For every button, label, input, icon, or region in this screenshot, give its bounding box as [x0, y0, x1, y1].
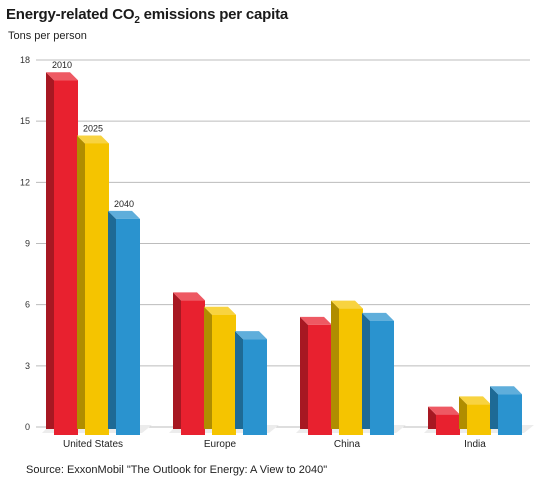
series-data-label: 2010 [52, 60, 72, 70]
bar-2025 [467, 404, 491, 435]
y-tick-label: 6 [25, 300, 30, 310]
bar-top-2010 [428, 406, 460, 415]
bar-2025 [212, 314, 236, 435]
bar-side-2010 [428, 406, 436, 429]
y-tick-label: 3 [25, 361, 30, 371]
y-axis-label: Tons per person [8, 30, 87, 42]
x-category-label: China [334, 439, 361, 450]
bar-top-2040 [490, 386, 522, 395]
bar-2010 [436, 414, 460, 435]
bar-2010 [54, 80, 78, 435]
bar-side-2040 [235, 331, 243, 429]
y-tick-label: 12 [20, 177, 30, 187]
bar-2040 [498, 394, 522, 435]
x-category-label: Europe [204, 439, 237, 450]
bar-side-2040 [108, 210, 116, 429]
bar-top-2025 [331, 300, 363, 309]
bar-top-2025 [77, 135, 109, 144]
series-data-label: 2025 [83, 123, 103, 133]
bar-side-2040 [362, 312, 370, 429]
bar-side-2025 [204, 306, 212, 429]
bar-side-2040 [490, 386, 498, 429]
bar-side-2025 [459, 396, 467, 429]
bar-2040 [370, 320, 394, 435]
bar-side-2025 [331, 300, 339, 429]
bar-top-2025 [204, 306, 236, 315]
bar-2040 [116, 218, 140, 435]
y-tick-label: 0 [25, 422, 30, 432]
source-note: Source: ExxonMobil "The Outlook for Ener… [26, 464, 328, 476]
series-data-label: 2040 [114, 199, 134, 209]
chart-title: Energy-related CO2 emissions per capita [6, 6, 289, 26]
bar-top-2040 [108, 210, 140, 219]
bar-top-2040 [235, 331, 267, 340]
y-tick-label: 18 [20, 55, 30, 65]
y-tick-label: 9 [25, 239, 30, 249]
bar-side-2025 [77, 135, 85, 429]
bar-top-2010 [300, 316, 332, 325]
bar-2025 [339, 308, 363, 435]
bar-side-2010 [300, 316, 308, 429]
bar-top-2010 [173, 292, 205, 301]
bar-side-2010 [173, 292, 181, 429]
bar-2010 [308, 324, 332, 435]
bar-2010 [181, 300, 205, 435]
bar-top-2025 [459, 396, 491, 405]
x-category-label: United States [63, 439, 123, 450]
bar-top-2040 [362, 312, 394, 321]
bar-2025 [85, 143, 109, 435]
y-tick-label: 15 [20, 116, 30, 126]
bar-2040 [243, 339, 267, 435]
x-category-label: India [464, 439, 486, 450]
bar-side-2010 [46, 72, 54, 429]
bar-top-2010 [46, 72, 78, 81]
